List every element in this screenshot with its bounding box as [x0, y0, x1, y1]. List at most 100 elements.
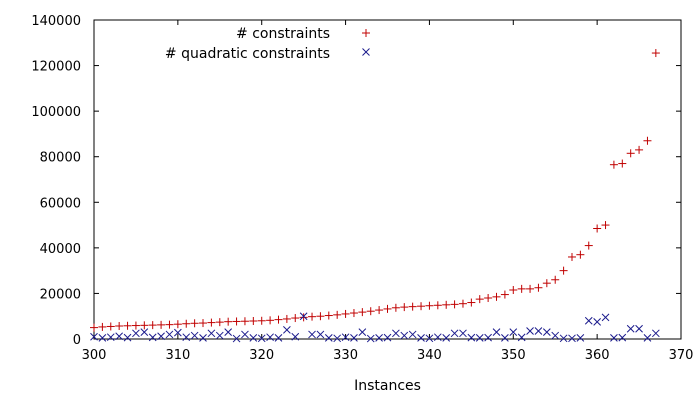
constraints-point: [282, 314, 291, 323]
constraints-point: [458, 299, 467, 308]
quadratic-constraints-point: [140, 328, 149, 337]
quadratic-constraints-point: [593, 318, 601, 326]
quadratic-constraints-point: [316, 330, 325, 339]
quadratic-constraints-point: [324, 334, 333, 342]
constraints-point: [362, 29, 370, 37]
quadratic-constraints-point: [98, 334, 107, 342]
quadratic-constraints-point: [333, 334, 342, 343]
constraints-point: [148, 321, 157, 330]
quadratic-constraints-point: [417, 334, 425, 342]
constraints-point: [635, 145, 644, 154]
quadratic-constraints-point: [651, 329, 660, 338]
constraints-point: [308, 312, 317, 321]
constraints-point: [358, 308, 367, 317]
constraints-point: [509, 286, 518, 295]
quadratic-constraints-point: [375, 334, 383, 342]
constraints-point: [375, 306, 384, 315]
constraints-point: [291, 314, 300, 323]
quadratic-constraints-point: [551, 331, 560, 340]
constraints-point: [526, 284, 535, 293]
plot-frame: [93, 19, 682, 340]
y-tick-label: 80000: [40, 151, 81, 166]
constraints-point: [106, 322, 115, 331]
constraints-point: [626, 149, 635, 158]
constraints-point: [140, 321, 149, 330]
quadratic-constraints-point: [148, 333, 157, 342]
quadratic-constraints-point: [291, 332, 300, 341]
quadratic-constraints-point: [257, 334, 266, 343]
constraints-point: [433, 301, 442, 310]
quadratic-constraints-point: [433, 333, 442, 342]
constraints-point: [517, 284, 526, 293]
x-tick-label: 340: [417, 348, 442, 363]
constraints-point: [442, 300, 451, 309]
x-tick-label: 330: [333, 348, 358, 363]
y-tick-label: 100000: [31, 105, 81, 120]
y-tick-label: 40000: [40, 242, 81, 257]
constraints-point: [551, 275, 560, 284]
constraints-point: [266, 316, 275, 325]
quadratic-constraints-point: [350, 334, 358, 342]
constraints-point: [240, 317, 249, 326]
constraints-point: [224, 317, 233, 326]
constraints-point: [333, 310, 342, 319]
quadratic-constraints-point: [241, 330, 249, 339]
data-points: [90, 49, 660, 343]
constraints-point: [349, 309, 358, 318]
quadratic-constraints-point: [174, 328, 182, 337]
constraints-point: [215, 318, 224, 327]
constraints-point: [492, 292, 501, 301]
quadratic-constraints-point: [509, 328, 518, 337]
x-tick-label: 360: [585, 348, 610, 363]
quadratic-constraints-point: [266, 333, 274, 342]
quadratic-constraints-point: [635, 324, 643, 333]
quadratic-constraints-point: [442, 334, 451, 342]
constraints-point: [249, 316, 258, 325]
constraints-point: [467, 298, 476, 307]
constraints-point: [534, 283, 543, 292]
quadratic-constraints-point: [341, 333, 350, 342]
constraints-point: [584, 241, 593, 250]
quadratic-constraints-point: [568, 334, 576, 343]
quadratic-constraints-point: [199, 334, 207, 342]
quadratic-constraints-point: [249, 334, 258, 342]
constraints-point: [417, 302, 426, 311]
x-tick-label: 350: [501, 348, 526, 363]
constraints-point: [341, 309, 350, 318]
constraints-point: [500, 290, 509, 299]
quadratic-constraints-point: [610, 334, 618, 342]
constraints-point: [157, 320, 166, 329]
quadratic-constraints-point: [492, 328, 501, 337]
quadratic-constraints-point: [618, 333, 627, 342]
quadratic-constraints-point: [626, 324, 635, 333]
quadratic-constraints-point: [366, 334, 375, 343]
constraints-point: [199, 319, 208, 328]
quadratic-constraints-point: [484, 333, 492, 342]
legend-marker-quadratic-constraints: [362, 48, 370, 56]
constraints-point: [190, 319, 199, 328]
quadratic-constraints-point: [299, 312, 308, 321]
quadratic-constraints-point: [215, 331, 224, 340]
quadratic-constraints-point: [517, 333, 526, 342]
quadratic-constraints-point: [400, 331, 409, 340]
legend: # constraints # quadratic constraints: [165, 26, 370, 62]
quadratic-constraints-point: [534, 327, 543, 335]
x-axis: 300 310 320 330 340 350 360 370: [82, 20, 693, 363]
constraints-point: [601, 221, 610, 230]
constraints-point: [316, 312, 325, 321]
y-tick-label: 20000: [40, 287, 81, 302]
constraints-point: [383, 304, 392, 313]
quadratic-constraints-point: [157, 332, 165, 341]
quadratic-constraints-point: [283, 326, 291, 334]
constraints-point: [408, 302, 417, 311]
legend-label-quadratic-constraints: # quadratic constraints: [165, 46, 330, 62]
constraints-point: [131, 321, 140, 330]
quadratic-constraints-point: [115, 332, 124, 341]
quadratic-constraints-point: [459, 329, 467, 338]
constraints-point: [643, 136, 652, 145]
x-tick-label: 310: [165, 348, 190, 363]
constraints-point: [257, 316, 266, 325]
quadratic-constraints-point: [576, 334, 585, 342]
constraints-point: [400, 303, 409, 312]
